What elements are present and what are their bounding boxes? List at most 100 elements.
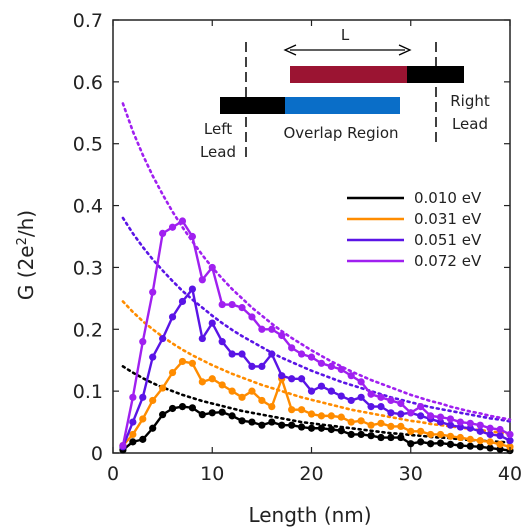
data-point	[337, 365, 345, 374]
data-point	[496, 445, 504, 453]
data-point	[446, 432, 455, 440]
data-point	[228, 300, 236, 309]
data-point	[397, 399, 405, 408]
data-point	[218, 300, 226, 309]
data-point	[397, 410, 405, 418]
right-lead-label-line2: Lead	[452, 115, 488, 133]
data-point	[129, 438, 137, 446]
data-point	[496, 440, 504, 448]
data-point	[347, 372, 355, 380]
data-point	[307, 424, 316, 432]
data-point	[188, 359, 196, 367]
data-point	[208, 409, 216, 417]
data-point	[129, 393, 137, 401]
data-point	[417, 427, 425, 435]
data-point	[278, 421, 286, 429]
legend-label: 0.010 eV	[414, 189, 482, 207]
y-axis-title-exponent: 2	[15, 237, 30, 245]
data-point	[258, 421, 266, 429]
data-point	[387, 409, 395, 417]
data-point	[446, 421, 455, 429]
data-point	[297, 350, 306, 358]
data-point	[417, 412, 425, 420]
data-point	[198, 276, 206, 284]
data-point	[228, 387, 236, 395]
data-point	[248, 418, 256, 426]
data-point	[139, 415, 147, 423]
series-line	[121, 219, 511, 446]
data-point	[427, 430, 435, 439]
data-point	[506, 443, 514, 451]
data-point	[506, 430, 514, 439]
length-arrow-left-head	[283, 44, 297, 56]
data-point	[446, 415, 455, 423]
data-point	[417, 438, 425, 446]
data-point	[307, 410, 316, 418]
data-point	[168, 223, 177, 231]
data-point	[198, 411, 206, 419]
data-point	[347, 430, 355, 439]
data-point	[446, 440, 455, 448]
x-tick-label: 10	[200, 463, 224, 485]
data-point	[208, 319, 216, 327]
data-point	[427, 412, 435, 420]
series-line	[121, 287, 511, 448]
data-point	[159, 384, 167, 392]
data-point	[347, 418, 355, 426]
data-point	[139, 338, 147, 346]
data-point	[198, 334, 206, 343]
data-point	[218, 338, 226, 346]
data-point	[307, 353, 316, 361]
legend-label: 0.031 eV	[414, 210, 482, 228]
data-point	[307, 387, 316, 395]
data-point	[268, 418, 276, 426]
data-point	[168, 313, 177, 321]
y-tick-label: 0.1	[73, 381, 103, 403]
data-point	[486, 438, 494, 446]
data-point	[159, 229, 167, 238]
data-point	[466, 442, 474, 450]
data-point	[337, 392, 345, 400]
data-point	[159, 411, 167, 419]
data-point	[119, 441, 127, 450]
top-strip	[290, 66, 407, 83]
right-lead-label-line1: Right	[450, 92, 490, 110]
data-point	[436, 439, 445, 447]
data-point	[208, 263, 216, 272]
data-point	[149, 424, 157, 432]
data-point	[129, 430, 137, 439]
fit-curves	[121, 102, 512, 444]
data-point	[178, 217, 187, 225]
data-point	[228, 350, 236, 358]
data-point	[168, 404, 177, 413]
data-point	[476, 421, 484, 429]
data-point	[178, 357, 187, 366]
data-point	[357, 378, 365, 386]
data-point	[327, 387, 335, 395]
data-point	[297, 423, 306, 431]
data-point	[178, 403, 187, 411]
legend: 0.010 eV 0.031 eV 0.051 eV 0.072 eV	[347, 189, 482, 270]
data-point	[188, 404, 196, 412]
data-point	[436, 418, 445, 426]
data-point	[357, 417, 365, 425]
data-point	[297, 375, 306, 383]
data-point	[139, 393, 147, 401]
data-point	[417, 403, 425, 411]
y-tick-label: 0.3	[73, 257, 103, 279]
data-point	[367, 432, 375, 440]
data-point	[268, 403, 276, 411]
series-line	[122, 405, 511, 452]
left-lead-label-line2: Lead	[200, 143, 236, 161]
data-point	[337, 413, 345, 421]
data-point	[188, 232, 196, 241]
data-point	[387, 422, 395, 431]
data-point	[407, 409, 415, 417]
data-point	[268, 350, 276, 358]
legend-label: 0.072 eV	[414, 252, 482, 270]
data-point	[476, 437, 484, 445]
fit-curve	[121, 102, 512, 421]
bottom-strip	[285, 97, 400, 114]
data-point	[168, 368, 177, 377]
